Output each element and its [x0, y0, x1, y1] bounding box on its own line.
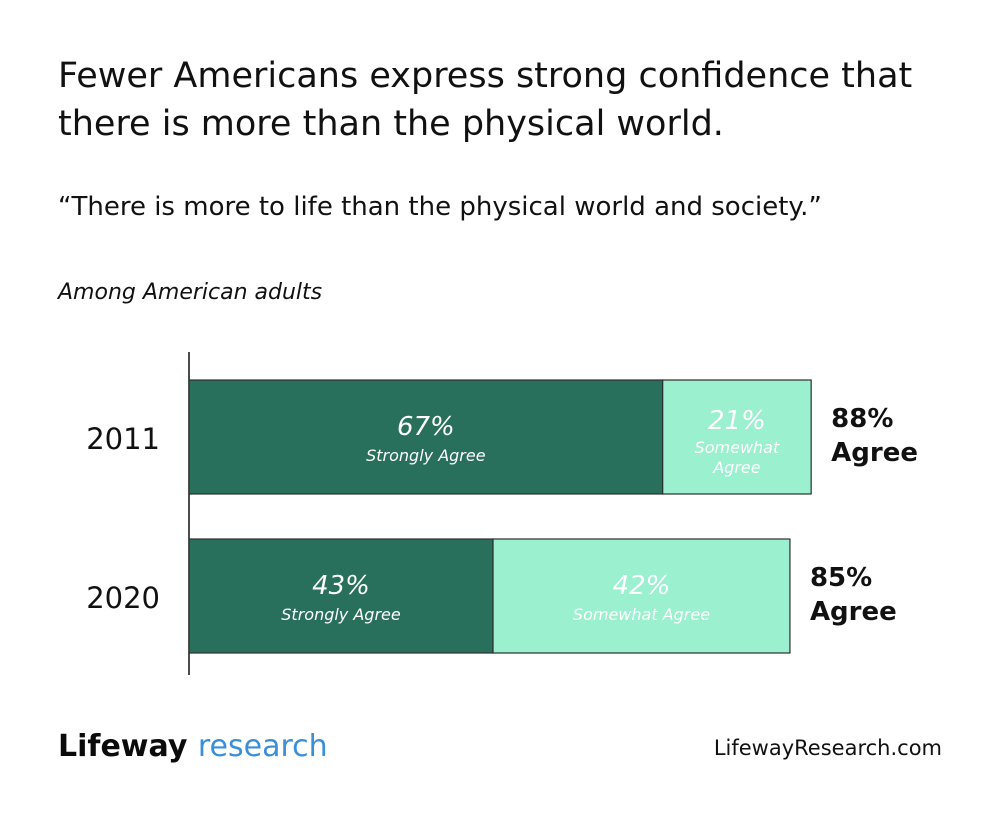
- bar-2011-somewhat-agree: [662, 379, 812, 495]
- value-label-2020-1: 42%: [613, 571, 671, 601]
- series-label-2020-1: Somewhat Agree: [573, 605, 710, 624]
- series-label-2011-1-b: Agree: [712, 458, 761, 477]
- series-label-2011-1-a: Somewhat: [695, 438, 780, 457]
- series-label-2020-0: Strongly Agree: [281, 605, 401, 624]
- bar-2011-strongly-agree: [188, 379, 664, 495]
- lifeway-research-logo: Lifeway research: [58, 727, 328, 767]
- survey-quote: “There is more to life than the physical…: [58, 192, 822, 222]
- value-label-2011-0: 67%: [397, 412, 455, 442]
- value-label-2020-0: 43%: [312, 571, 370, 601]
- chart-title: Fewer Americans express strong confidenc…: [58, 56, 913, 144]
- total-value-2020: 85%: [810, 563, 872, 593]
- bar-2020-strongly-agree: [188, 538, 494, 654]
- total-label-2020: Agree: [810, 597, 897, 627]
- category-label-2020: 2020: [86, 581, 160, 615]
- total-value-2011: 88%: [831, 404, 893, 434]
- website-url[interactable]: LifewayResearch.com: [713, 736, 942, 760]
- value-label-2011-1: 21%: [708, 406, 766, 436]
- category-label-2011: 2011: [86, 422, 160, 456]
- total-label-2011: Agree: [831, 438, 918, 468]
- logo-text-lifeway: Lifeway: [58, 729, 188, 764]
- bar-2020-somewhat-agree: [492, 538, 791, 654]
- chart-subtitle: Among American adults: [58, 280, 323, 305]
- series-label-2011-0: Strongly Agree: [366, 446, 486, 465]
- logo-text-research: research: [197, 729, 328, 764]
